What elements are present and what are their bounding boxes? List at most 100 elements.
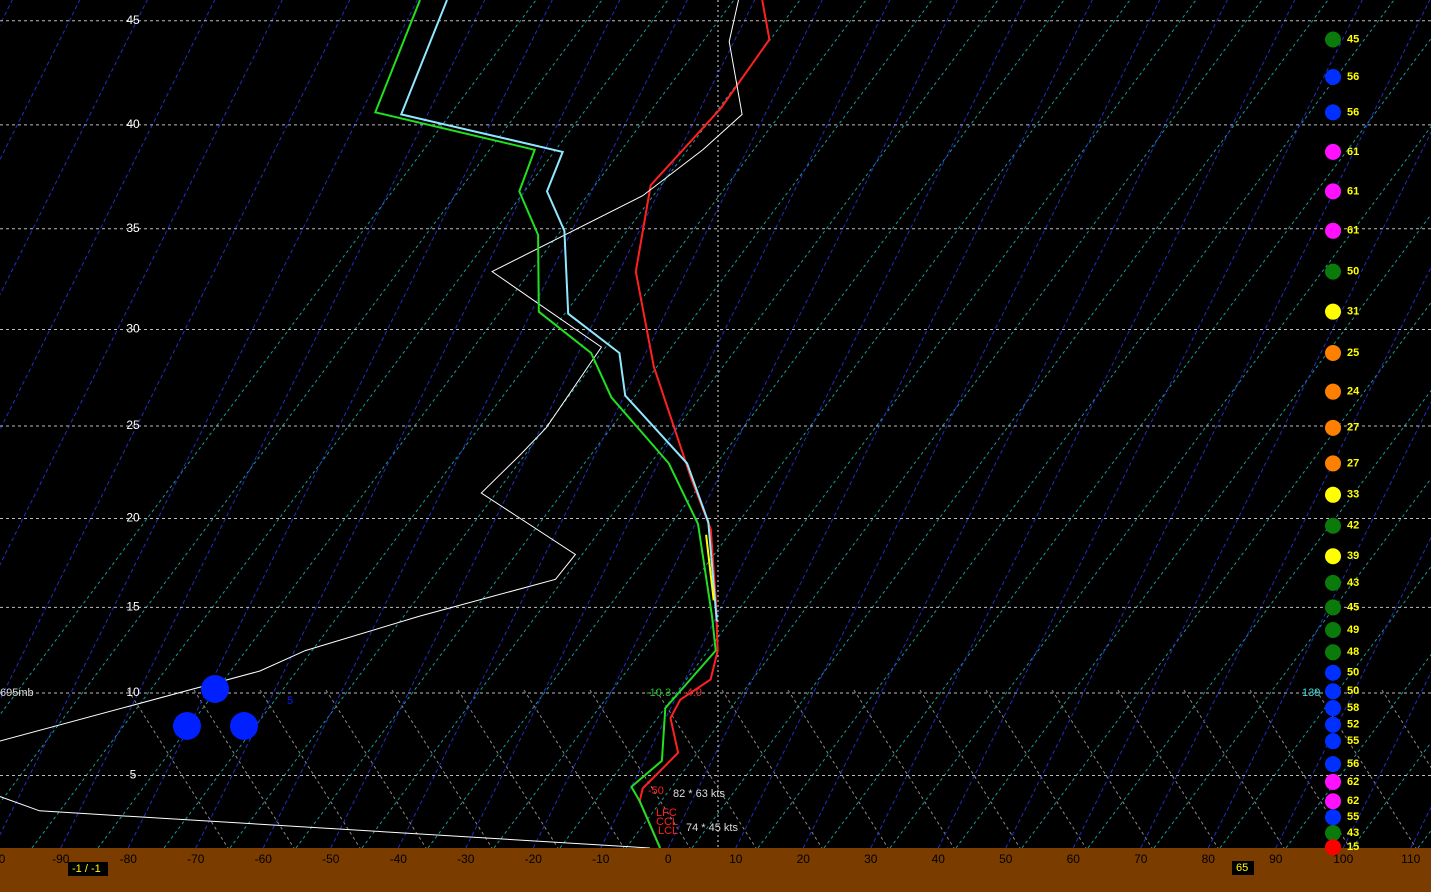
wind-speed: 56 xyxy=(1347,758,1359,770)
annotation: -4.9 xyxy=(683,687,702,699)
wind-speed: 50 xyxy=(1347,266,1359,278)
sounding-line xyxy=(634,0,771,848)
x-tick-label: 40 xyxy=(932,852,946,866)
mixing-line xyxy=(985,689,1087,848)
wind-speed: 24 xyxy=(1347,386,1360,398)
x-tick-label: -60 xyxy=(255,852,273,866)
x-tick-label: -50 xyxy=(322,852,340,866)
wind-dot xyxy=(1325,455,1341,472)
wind-speed: 56 xyxy=(1347,106,1359,118)
y-tick-label: 20 xyxy=(126,511,140,525)
value-box xyxy=(68,862,108,876)
wind-dot xyxy=(1325,809,1341,826)
annotation: 5 xyxy=(287,695,293,707)
wind-dot xyxy=(1325,486,1341,503)
x-tick-label: 110 xyxy=(1401,852,1420,866)
wind-speed: 48 xyxy=(1347,646,1359,658)
x-tick-label: -30 xyxy=(457,852,475,866)
annotation: -50 xyxy=(648,785,664,797)
wind-speed: 61 xyxy=(1347,146,1359,158)
wind-dot xyxy=(1325,31,1341,48)
mixing-line xyxy=(1315,689,1417,848)
annotation: LFC xyxy=(656,807,677,819)
wind-dot xyxy=(1325,700,1341,717)
y-tick-label: 5 xyxy=(130,768,137,782)
wind-dot xyxy=(1325,756,1341,773)
wind-speed: 55 xyxy=(1347,811,1359,823)
wind-dot xyxy=(1325,644,1341,661)
x-tick-label: 100 xyxy=(1333,852,1353,866)
mixing-line xyxy=(1381,689,1431,769)
mixing-line xyxy=(655,689,757,848)
mixing-line xyxy=(127,689,229,848)
mixing-line xyxy=(1249,689,1351,848)
wind-speed: 61 xyxy=(1347,225,1359,237)
wind-speed: 45 xyxy=(1347,601,1359,613)
mixing-line xyxy=(721,689,823,848)
annotation: -10.3 xyxy=(646,687,671,699)
wind-dot xyxy=(1325,345,1341,362)
wind-dot xyxy=(1325,104,1341,121)
grid-layer xyxy=(0,0,1431,848)
mixing-line xyxy=(259,689,361,848)
wind-speed: 55 xyxy=(1347,735,1359,747)
x-tick-label: 0 xyxy=(665,852,672,866)
wind-dot xyxy=(1325,574,1341,591)
mixing-line xyxy=(787,689,889,848)
x-tick-label: 30 xyxy=(864,852,878,866)
wind-speed: 27 xyxy=(1347,422,1359,434)
mixing-line xyxy=(523,689,625,848)
y-tick-label: 40 xyxy=(126,117,140,131)
wind-dot xyxy=(1325,683,1341,700)
annotation: LCL xyxy=(658,825,678,837)
y-tick-label: 10 xyxy=(126,685,140,699)
annotation: 74 * 45 kts xyxy=(686,822,738,834)
annotation: CCL xyxy=(656,816,678,828)
wind-speed: 43 xyxy=(1347,827,1359,839)
y-tick-label: 25 xyxy=(126,418,140,432)
marker xyxy=(201,675,229,703)
wind-dot xyxy=(1325,599,1341,616)
mixing-line xyxy=(1183,689,1285,848)
adiabat xyxy=(0,0,537,716)
wind-speed: 39 xyxy=(1347,550,1359,562)
wind-speed: 43 xyxy=(1347,577,1359,589)
annotation: 82 * 63 kts xyxy=(673,788,725,800)
marker xyxy=(173,712,201,740)
wind-dot xyxy=(1325,733,1341,750)
wind-dot xyxy=(1325,143,1341,160)
mixing-line xyxy=(1117,689,1219,848)
marker xyxy=(230,712,258,740)
mixing-line xyxy=(1051,689,1153,848)
wind-speed: 27 xyxy=(1347,457,1359,469)
wind-speed: 58 xyxy=(1347,702,1359,714)
wind-dot xyxy=(1325,773,1341,790)
mixing-line xyxy=(325,689,427,848)
wind-speed: 62 xyxy=(1347,795,1359,807)
wind-speed: 15 xyxy=(1347,841,1359,853)
annotation: 695mb xyxy=(0,687,34,699)
wind-speed: 50 xyxy=(1347,685,1359,697)
wind-dot xyxy=(1325,183,1341,200)
wind-dot xyxy=(1325,825,1341,842)
y-tick-label: 30 xyxy=(126,322,140,336)
wind-dot xyxy=(1325,793,1341,810)
x-tick-label: -90 xyxy=(52,852,70,866)
x-tick-label: -100 xyxy=(0,852,6,866)
wind-speed: 56 xyxy=(1347,71,1359,83)
x-tick-label: 90 xyxy=(1269,852,1283,866)
wind-dot xyxy=(1325,664,1341,681)
x-tick-label: -20 xyxy=(525,852,543,866)
wind-speed: 62 xyxy=(1347,776,1359,788)
mixing-line xyxy=(193,689,295,848)
wind-speed: 33 xyxy=(1347,489,1359,501)
x-tick-label: -40 xyxy=(390,852,408,866)
sounding-line xyxy=(399,0,718,622)
wind-dot xyxy=(1325,383,1341,400)
wind-dot xyxy=(1325,68,1341,85)
wind-dot xyxy=(1325,263,1341,280)
x-axis-bar xyxy=(0,848,1431,892)
x-tick-label: 20 xyxy=(797,852,811,866)
